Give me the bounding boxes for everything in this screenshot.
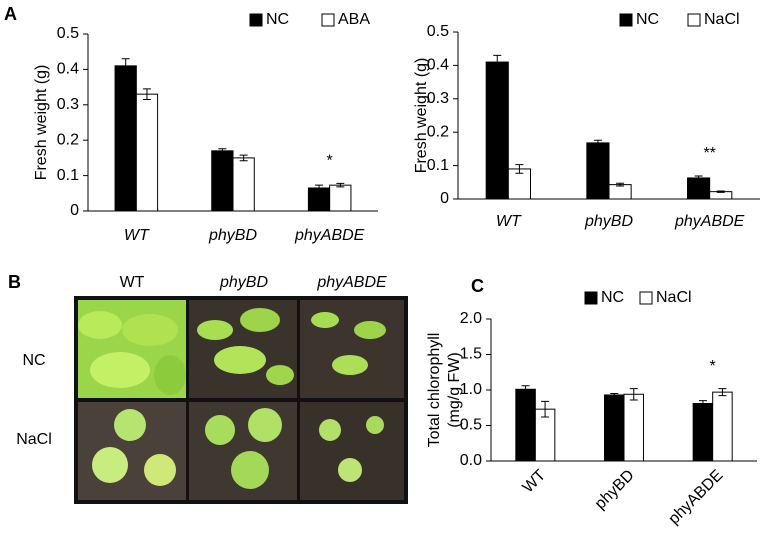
y-tick-label: 0.5 (57, 25, 79, 42)
panel-label: C (471, 276, 484, 296)
x-tick-label: phyBD (592, 467, 638, 513)
y-axis-label: Fresh weight (g) (413, 58, 430, 174)
y-tick-label: 0.1 (57, 167, 79, 184)
error-bar (315, 184, 324, 192)
y-tick-label: 1.0 (460, 381, 482, 398)
photo-row-label: NC (22, 352, 45, 369)
photo-column-label: phyABDE (316, 274, 387, 291)
error-bar (616, 182, 625, 187)
y-tick-label: 0.3 (427, 90, 449, 107)
x-tick-label: WT (124, 227, 150, 244)
y-tick-label: 0.1 (427, 157, 449, 174)
error-bar (694, 175, 703, 181)
bar (307, 187, 331, 212)
y-tick-label: 0.5 (460, 417, 482, 434)
error-bar (629, 388, 638, 401)
bar (329, 184, 352, 212)
error-bar (239, 154, 248, 162)
x-tick-label: phyBD (584, 213, 633, 230)
bar (603, 394, 625, 462)
error-bar (593, 139, 602, 147)
bar (135, 93, 159, 212)
legend-label: NaCl (704, 11, 740, 28)
panel-label: B (8, 272, 21, 292)
bar (687, 177, 711, 200)
bar (232, 157, 255, 212)
y-tick-label: 2.0 (460, 310, 482, 327)
bar (211, 150, 234, 212)
legend-label: ABA (338, 11, 370, 28)
bar (114, 65, 137, 212)
y-tick-label: 0 (70, 202, 79, 219)
error-bar (698, 400, 707, 407)
photo-column-label: phyBD (219, 274, 268, 291)
bar (608, 184, 632, 200)
bar (623, 393, 645, 462)
y-tick-label: 0.3 (57, 96, 79, 113)
legend-swatch (639, 291, 653, 305)
legend-label: NC (601, 289, 624, 306)
error-bar (121, 58, 130, 74)
y-tick-label: 0.2 (57, 131, 79, 148)
bar (515, 388, 536, 462)
y-axis-label: Fresh weight (g) (33, 65, 50, 181)
error-bar (142, 88, 151, 100)
error-bar (218, 148, 227, 154)
legend-label: NaCl (656, 289, 692, 306)
legend-label: NC (636, 11, 659, 28)
y-tick-label: 0.0 (460, 452, 482, 469)
legend-label: NC (266, 11, 289, 28)
legend-swatch (321, 13, 335, 27)
y-axis-label: (mg/g FW) (446, 352, 463, 428)
photo-grid (74, 296, 408, 504)
x-tick-label: phyABDE (674, 213, 745, 230)
y-tick-label: 0.2 (427, 123, 449, 140)
x-tick-label: WT (496, 213, 522, 230)
error-bar (493, 54, 502, 70)
significance-mark: * (327, 153, 333, 170)
bar (485, 61, 509, 200)
y-tick-label: 1.5 (460, 346, 482, 363)
error-bar (541, 400, 550, 418)
photo-column-label: WT (120, 274, 145, 291)
legend-swatch (619, 13, 633, 27)
error-bar (336, 182, 345, 188)
x-tick-label: WT (520, 467, 550, 497)
error-bar (610, 393, 619, 397)
bar (692, 402, 714, 462)
error-bar (716, 190, 725, 193)
significance-mark: * (710, 358, 716, 375)
y-tick-label: 0.4 (427, 57, 449, 74)
legend-swatch (584, 291, 598, 305)
y-axis-label: Total chlorophyll (426, 333, 443, 448)
significance-mark: ** (703, 145, 715, 162)
error-bar (718, 388, 727, 397)
error-bar (515, 164, 524, 174)
bar (586, 142, 610, 200)
photo-row-label: NaCl (16, 431, 52, 448)
x-tick-label: phyABDE (294, 227, 365, 244)
x-tick-label: phyABDE (665, 467, 726, 528)
y-tick-label: 0.5 (427, 23, 449, 40)
panel-label: A (4, 4, 17, 24)
legend-swatch (687, 13, 701, 27)
y-tick-label: 0.4 (57, 61, 79, 78)
y-tick-label: 0 (440, 190, 449, 207)
bar (712, 391, 733, 462)
x-tick-label: phyBD (208, 227, 257, 244)
legend-swatch (249, 13, 263, 27)
error-bar (521, 385, 530, 394)
